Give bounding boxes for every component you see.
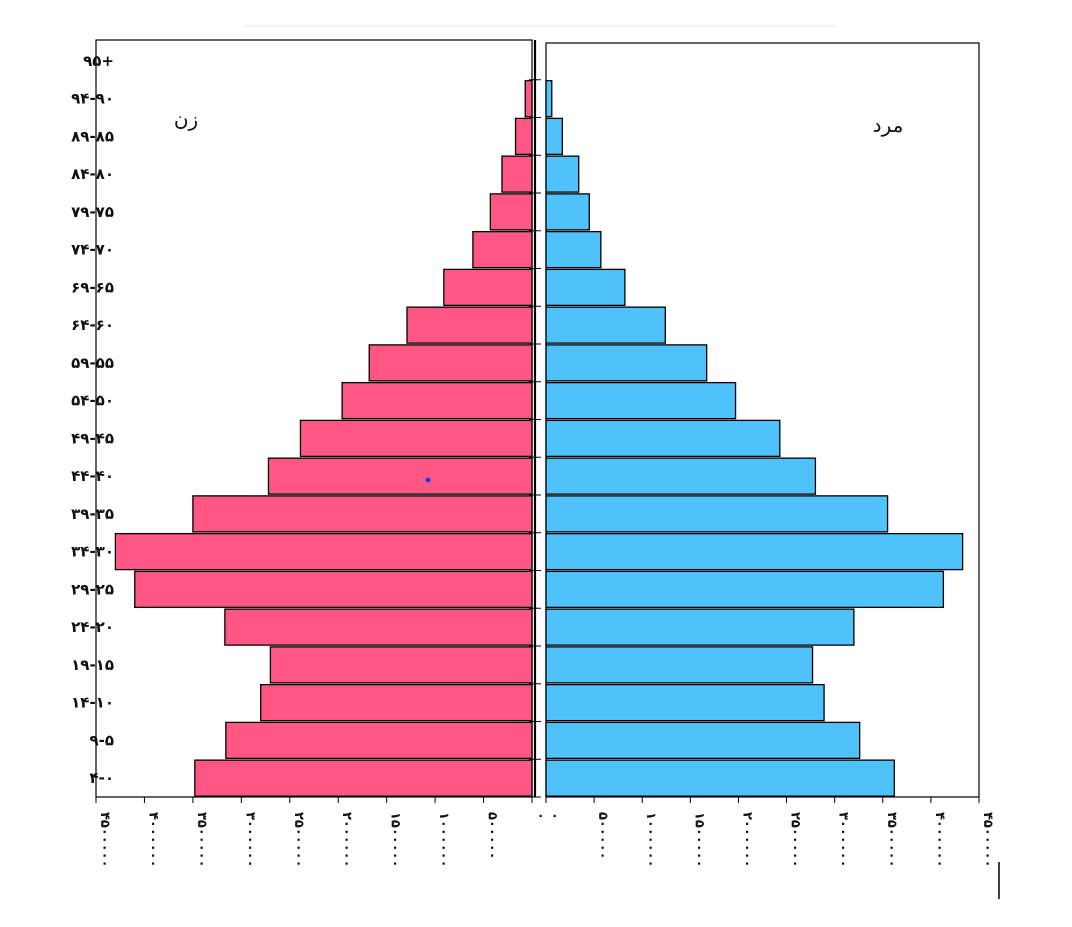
female-bar-10: [341, 381, 533, 420]
left-x-tick-label-6: ۱۵۰۰۰۰۰: [388, 812, 403, 868]
age-label-18: ۹۴-۹۰: [71, 90, 114, 108]
age-label-15: ۷۹-۷۵: [71, 203, 114, 221]
age-label-11: ۵۹-۵۵: [71, 354, 114, 372]
age-label-10: ۵۴-۵۰: [71, 392, 114, 410]
right-x-tick-label-5: ۲۵۰۰۰۰۰: [788, 812, 803, 868]
female-bar-7: [192, 495, 533, 533]
left-x-tick-label-0: ۴۵۰۰۰۰۰: [97, 812, 112, 868]
female-bar-8: [267, 457, 533, 495]
male-bar-14: [545, 230, 602, 269]
male-bar-5: [545, 570, 945, 609]
male-bar-6: [545, 532, 964, 571]
male-bar-10: [545, 381, 737, 420]
female-bar-5: [134, 570, 533, 609]
female-bar-4: [224, 608, 533, 646]
left-x-tick-label-3: ۳۰۰۰۰۰۰: [242, 812, 257, 868]
left-x-tick-label-7: ۱۰۰۰۰۰۰: [436, 812, 451, 868]
female-bar-14: [472, 230, 533, 269]
female-bar-0: [194, 759, 533, 797]
male-bar-12: [545, 306, 666, 344]
female-bar-11: [368, 344, 533, 382]
right-x-tick-label-3: ۱۵۰۰۰۰۰: [691, 812, 706, 868]
female-bar-18: [524, 79, 533, 118]
age-label-4: ۲۴-۲۰: [71, 618, 114, 636]
age-label-2: ۱۴-۱۰: [71, 694, 114, 712]
age-label-12: ۶۴-۶۰: [71, 316, 114, 334]
female-bar-12: [406, 306, 533, 344]
male-bar-3: [545, 646, 814, 684]
right-x-tick-label-9: ۴۵۰۰۰۰۰: [980, 812, 995, 868]
age-label-5: ۲۹-۲۵: [71, 580, 114, 598]
male-bar-17: [545, 117, 564, 156]
left-x-tick-label-5: ۲۰۰۰۰۰۰: [339, 812, 354, 868]
female-series-label: زن: [174, 107, 198, 131]
left-x-tick-label-8: ۵۰۰۰۰۰: [485, 812, 500, 860]
female-bars: [114, 79, 533, 797]
male-bar-18: [545, 79, 553, 118]
age-label-17: ۸۹-۸۵: [71, 127, 114, 145]
right-x-tick-label-6: ۳۰۰۰۰۰۰: [836, 812, 851, 868]
age-label-16: ۸۴-۸۰: [71, 165, 114, 183]
age-label-19: ۹۵+: [83, 52, 114, 70]
right-x-tick-label-4: ۲۰۰۰۰۰۰: [739, 812, 754, 868]
male-bar-9: [545, 419, 781, 458]
right-x-tick-label-0: ۰: [547, 812, 562, 820]
male-bars: [545, 79, 964, 797]
age-label-3: ۱۹-۱۵: [71, 656, 114, 674]
male-bar-2: [545, 683, 825, 722]
left-x-tick-label-9: ۰: [533, 812, 548, 820]
age-label-7: ۳۹-۳۵: [71, 505, 114, 523]
stray-dot-marker: [425, 477, 431, 483]
male-bar-11: [545, 344, 708, 382]
left-x-tick-label-1: ۴۰۰۰۰۰۰: [145, 812, 160, 868]
right-x-tick-label-7: ۳۵۰۰۰۰۰: [884, 812, 899, 868]
female-bar-17: [514, 117, 533, 156]
right-x-tick-label-1: ۵۰۰۰۰۰: [595, 812, 610, 860]
age-label-14: ۷۴-۷۰: [71, 241, 114, 259]
left-x-tick-label-4: ۲۵۰۰۰۰۰: [291, 812, 306, 868]
age-label-6: ۳۴-۳۰: [71, 543, 114, 561]
male-series-label: مرد: [873, 113, 904, 137]
age-label-1: ۹-۵: [89, 731, 114, 749]
age-label-8: ۴۴-۴۰: [71, 467, 114, 485]
female-bar-1: [225, 721, 533, 760]
female-bar-13: [443, 268, 533, 307]
male-bar-1: [545, 721, 861, 760]
male-bar-15: [545, 193, 590, 231]
female-bar-9: [299, 419, 533, 458]
x-axis-ticks: ۴۵۰۰۰۰۰ ۴۰۰۰۰۰۰ ۳۵۰۰۰۰۰ ۳۰۰۰۰۰۰ ۲۵۰۰۰۰۰ ۲۰۰۰۰…: [95, 79, 995, 868]
right-x-tick-label-8: ۴۰۰۰۰۰۰: [932, 812, 947, 868]
male-bar-0: [545, 759, 895, 797]
male-bar-8: [545, 457, 817, 495]
male-bar-7: [545, 495, 889, 533]
age-label-0: ۴-۰: [89, 769, 114, 787]
male-bar-4: [545, 608, 855, 646]
age-group-labels: ۴-۰ ۹-۵ ۱۴-۱۰ ۱۹-۱۵ ۲۴-۲۰ ۲۹-۲۵ ۳۴-۳۰ ۳۹-۳۵ ۴۴-۴…: [71, 52, 114, 787]
female-bar-15: [489, 193, 533, 231]
female-bar-3: [269, 646, 533, 684]
female-bar-2: [260, 683, 533, 722]
male-bar-16: [545, 155, 580, 193]
left-x-tick-label-2: ۳۵۰۰۰۰۰: [194, 812, 209, 868]
right-x-tick-label-2: ۱۰۰۰۰۰۰: [643, 812, 658, 868]
female-bar-6: [114, 532, 533, 571]
age-label-13: ۶۹-۶۵: [71, 278, 114, 296]
age-label-9: ۴۹-۴۵: [71, 429, 114, 447]
male-bar-13: [545, 268, 626, 307]
female-bar-16: [501, 155, 533, 193]
